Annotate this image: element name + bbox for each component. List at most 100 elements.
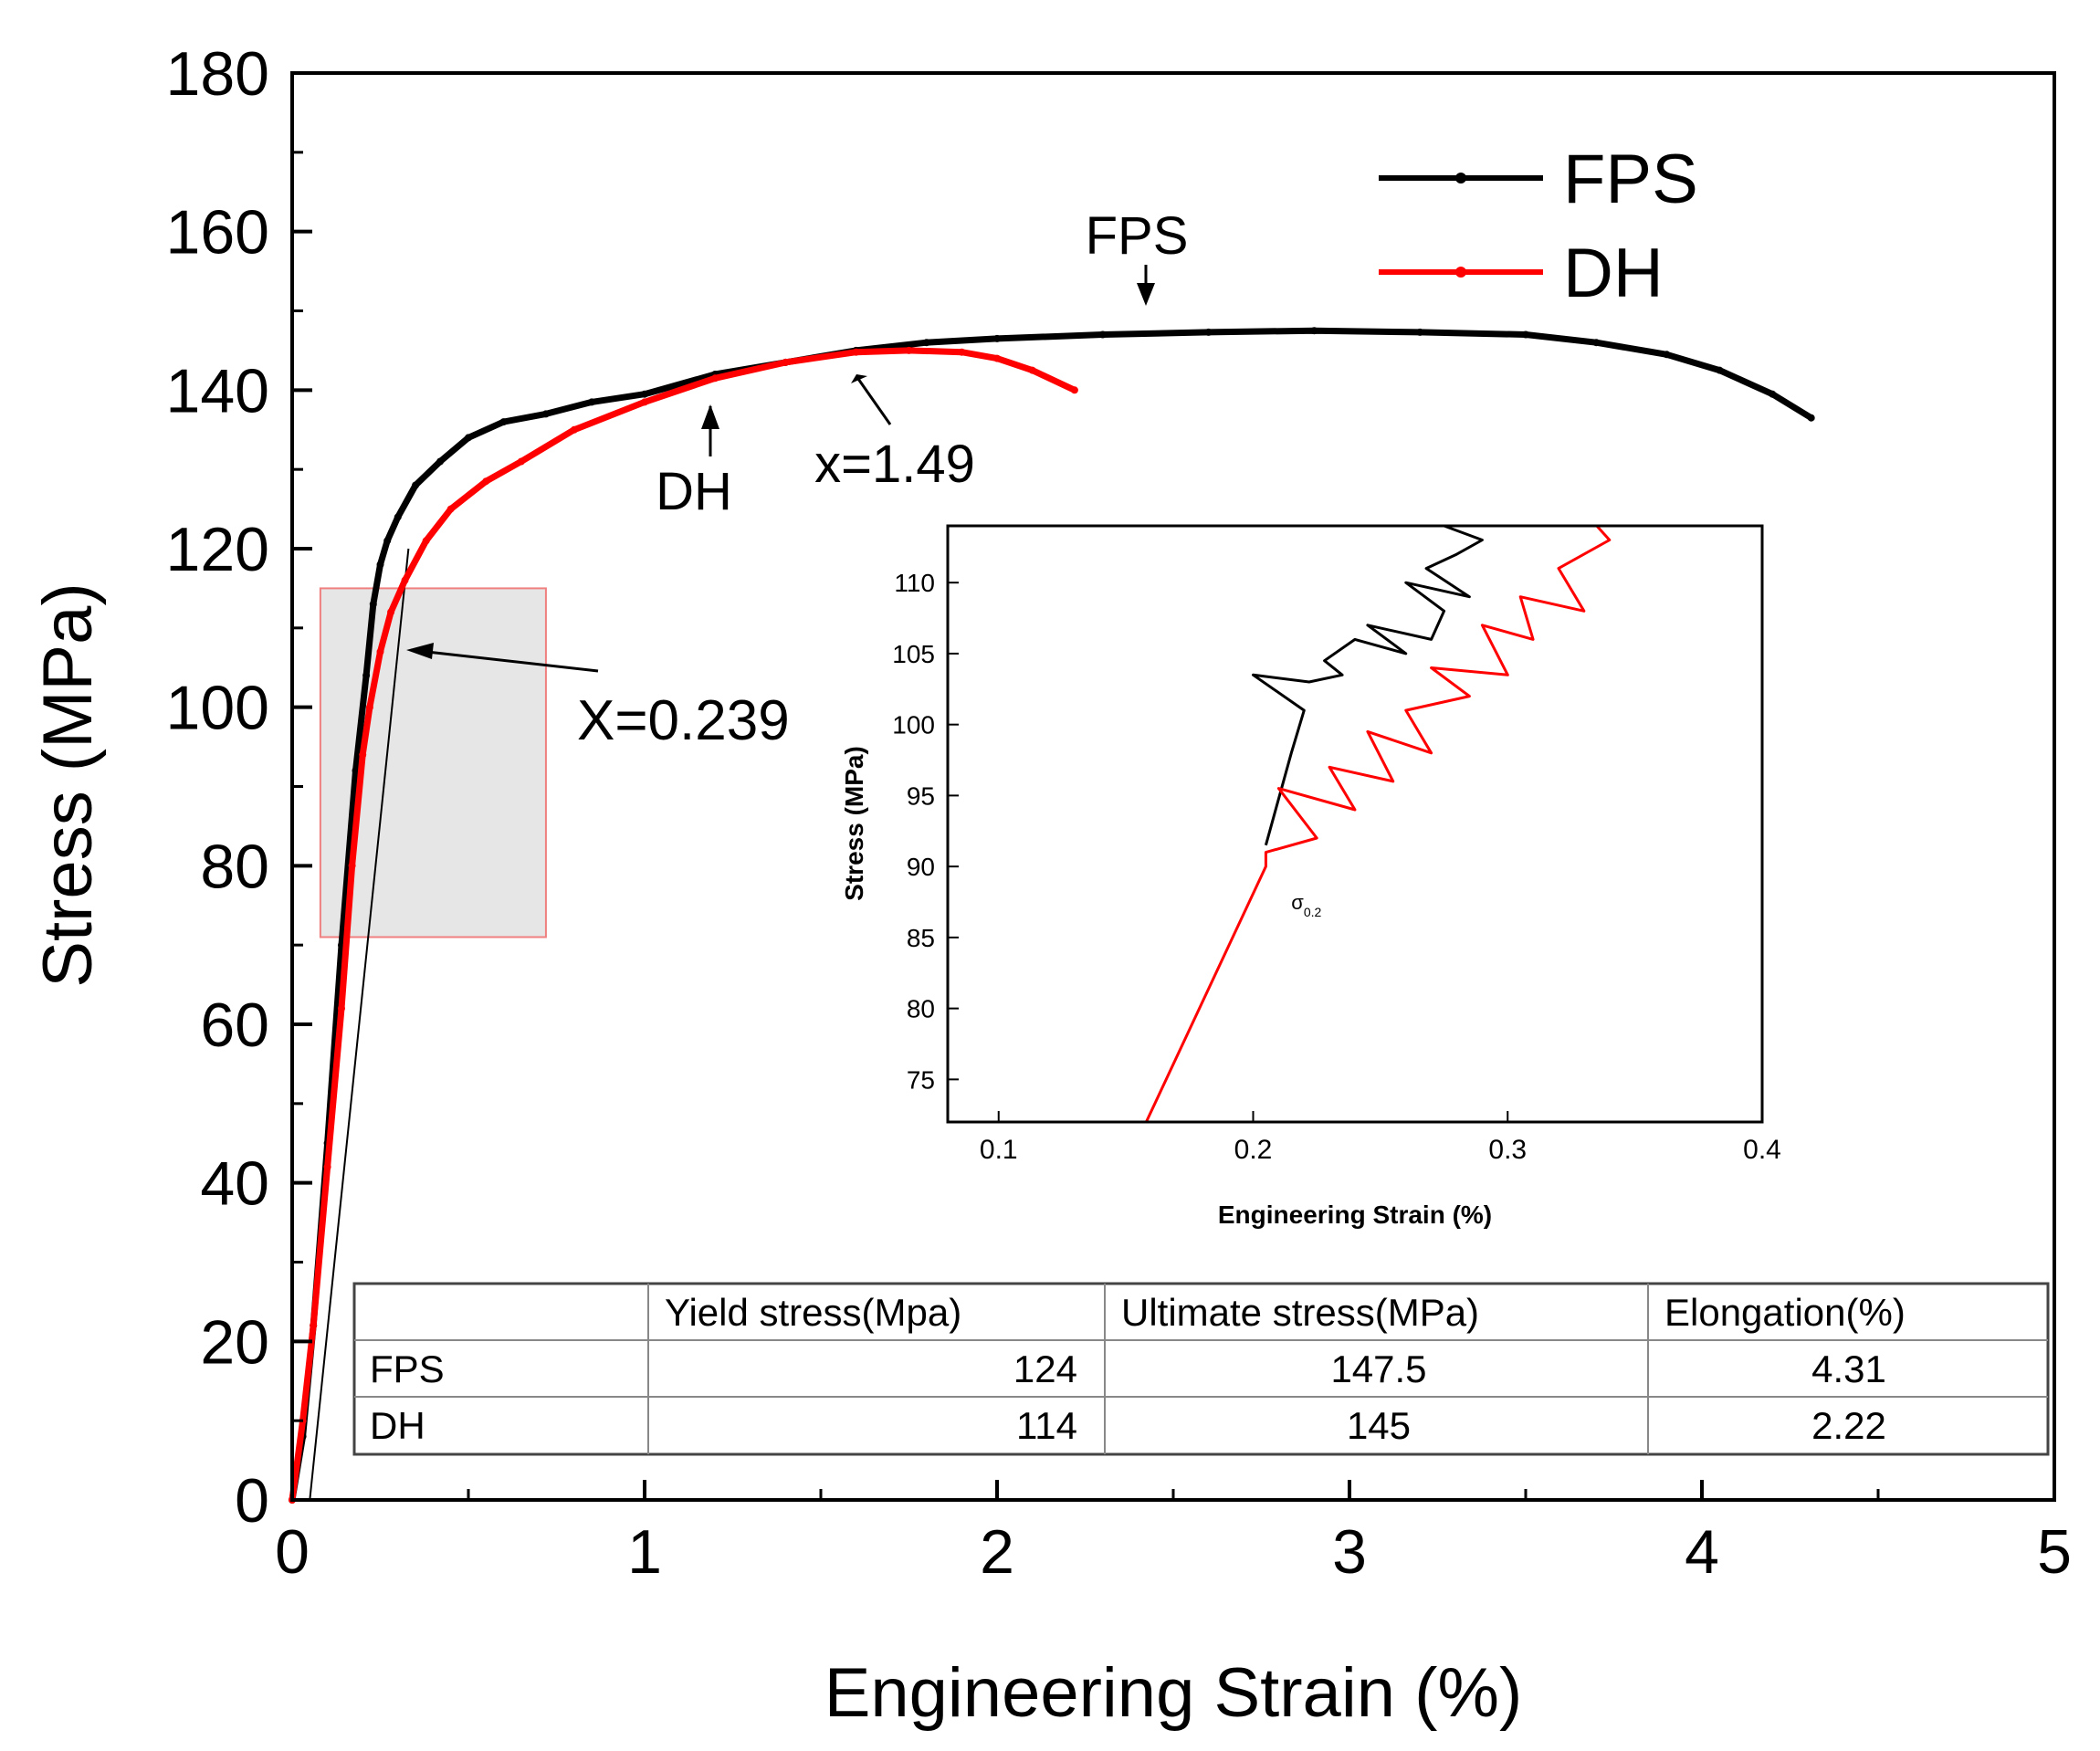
data-point-fps xyxy=(383,537,392,545)
inset-y-tick-label: 100 xyxy=(892,711,935,739)
inset-frame xyxy=(946,524,1764,1124)
data-point-dh xyxy=(1028,366,1036,374)
annotation-x149: x=1.49 xyxy=(814,435,975,494)
data-point-fps xyxy=(588,398,596,406)
data-point-fps xyxy=(1592,339,1601,347)
x-tick-label: 3 xyxy=(1332,1517,1367,1587)
inset-x-tick-label: 0.4 xyxy=(1743,1135,1781,1165)
data-point-dh xyxy=(852,348,860,356)
inset-y-tick-label: 110 xyxy=(894,569,935,597)
offset-line xyxy=(309,548,410,1501)
sigma-subscript: 0.2 xyxy=(1304,905,1322,919)
y-tick-label: 180 xyxy=(166,39,269,109)
x-axis-label: Engineering Strain (%) xyxy=(824,1654,1523,1732)
inset-y-axis: 75 80 85 90 95 100 105 110 xyxy=(892,569,959,1094)
data-point-dh xyxy=(323,1163,331,1171)
data-point-fps xyxy=(1716,366,1724,374)
x-tick-label: 2 xyxy=(980,1517,1014,1587)
data-point-dh xyxy=(1070,386,1078,394)
data-point-fps xyxy=(1098,330,1107,339)
y-tick-label: 20 xyxy=(200,1307,269,1377)
inset-y-tick-label: 85 xyxy=(907,924,935,952)
data-point-dh xyxy=(570,425,578,434)
y-tick-label: 40 xyxy=(200,1149,269,1219)
inset-plot: 0.1 0.2 0.3 0.4 75 80 85 90 95 100 105 110 Enginee… xyxy=(840,524,1781,1229)
y-tick-label: 80 xyxy=(200,832,269,901)
inset-x-tick-label: 0.3 xyxy=(1488,1135,1527,1165)
inset-annotation-sigma: σ0.2 xyxy=(1291,891,1321,919)
y-tick-label: 100 xyxy=(166,674,269,743)
table-cell-fps-yield: 124 xyxy=(1013,1347,1077,1390)
table-cell-dh-yield: 114 xyxy=(1016,1404,1077,1447)
data-point-dh xyxy=(359,750,367,759)
data-point-fps xyxy=(1310,327,1318,335)
data-point-dh xyxy=(310,1322,318,1329)
y-tick-label: 140 xyxy=(166,356,269,425)
data-point-fps xyxy=(394,513,402,521)
table-cell-fps-ultimate: 147.5 xyxy=(1330,1347,1426,1390)
y-tick-label: 0 xyxy=(235,1466,269,1536)
inset-y-tick-label: 80 xyxy=(907,995,935,1023)
data-point-fps xyxy=(1522,330,1529,339)
data-point-fps xyxy=(641,390,648,398)
table-header-ultimate: Ultimate stress(MPa) xyxy=(1121,1291,1479,1334)
data-table: Yield stress(Mpa) Ultimate stress(MPa) E… xyxy=(352,1282,2050,1456)
data-point-dh xyxy=(338,1004,345,1012)
data-point-dh xyxy=(905,346,913,354)
table-cell-dh-elongation: 2.22 xyxy=(1811,1404,1886,1447)
inset-y-tick-label: 95 xyxy=(907,781,935,810)
legend: FPS DH xyxy=(1379,141,1698,312)
annotation-dh: DH xyxy=(656,462,732,521)
data-point-dh xyxy=(446,505,455,513)
legend-marker-fps xyxy=(1455,173,1466,183)
inset-y-tick-label: 75 xyxy=(907,1065,935,1094)
data-point-dh xyxy=(348,862,356,870)
x-axis: 0 1 2 3 4 5 xyxy=(275,1480,2072,1587)
data-point-dh xyxy=(387,608,395,616)
table-header-yield: Yield stress(Mpa) xyxy=(665,1291,961,1334)
table-cell-fps-elongation: 4.31 xyxy=(1811,1347,1886,1390)
data-point-dh xyxy=(482,477,490,486)
table-row-label-fps: FPS xyxy=(370,1347,445,1390)
inset-x-axis: 0.1 0.2 0.3 0.4 xyxy=(980,1111,1781,1165)
annotation-dh-arrowhead xyxy=(701,404,719,429)
inset-x-axis-label: Engineering Strain (%) xyxy=(1218,1201,1492,1229)
inset-background xyxy=(948,526,1762,1122)
inset-y-axis-label: Stress (MPa) xyxy=(840,746,868,901)
data-point-dh xyxy=(422,537,430,545)
x-tick-label: 5 xyxy=(2037,1517,2072,1587)
data-point-fps xyxy=(362,671,371,679)
data-point-fps xyxy=(1807,414,1815,422)
inset-series-line-fps xyxy=(1252,524,1484,846)
series-layer xyxy=(289,327,1815,1504)
annotation-fps: FPS xyxy=(1086,206,1189,266)
data-point-fps xyxy=(465,434,472,442)
y-axis: 0 20 40 60 80 100 120 140 160 180 xyxy=(166,39,312,1536)
sigma-symbol: σ xyxy=(1291,891,1304,914)
legend-marker-dh xyxy=(1455,267,1466,278)
inset-x-tick-label: 0.1 xyxy=(980,1135,1018,1165)
data-point-fps xyxy=(499,418,508,426)
y-tick-label: 60 xyxy=(200,991,269,1060)
annotation-fps-arrowhead xyxy=(1137,283,1155,306)
x-tick-label: 1 xyxy=(627,1517,662,1587)
table-cell-dh-ultimate: 145 xyxy=(1347,1404,1411,1447)
data-point-dh xyxy=(958,348,966,356)
data-point-dh xyxy=(782,358,790,366)
data-point-dh xyxy=(517,457,525,466)
data-point-fps xyxy=(1416,328,1424,336)
main-plot: 0 1 2 3 4 5 0 20 40 60 80 100 120 140 160 180 Engineer… xyxy=(29,39,2072,1732)
legend-label-dh: DH xyxy=(1563,235,1664,312)
data-point-dh xyxy=(365,703,373,711)
data-point-dh xyxy=(711,374,719,383)
data-point-fps xyxy=(412,481,420,489)
data-point-dh xyxy=(401,576,409,584)
x-tick-label: 0 xyxy=(275,1517,310,1587)
table-header-elongation: Elongation(%) xyxy=(1664,1291,1906,1334)
y-axis-label: Stress (MPa) xyxy=(29,582,107,987)
data-point-fps xyxy=(1204,328,1213,336)
data-point-fps xyxy=(436,457,445,466)
data-point-dh xyxy=(376,647,384,655)
x-tick-label: 4 xyxy=(1685,1517,1719,1587)
